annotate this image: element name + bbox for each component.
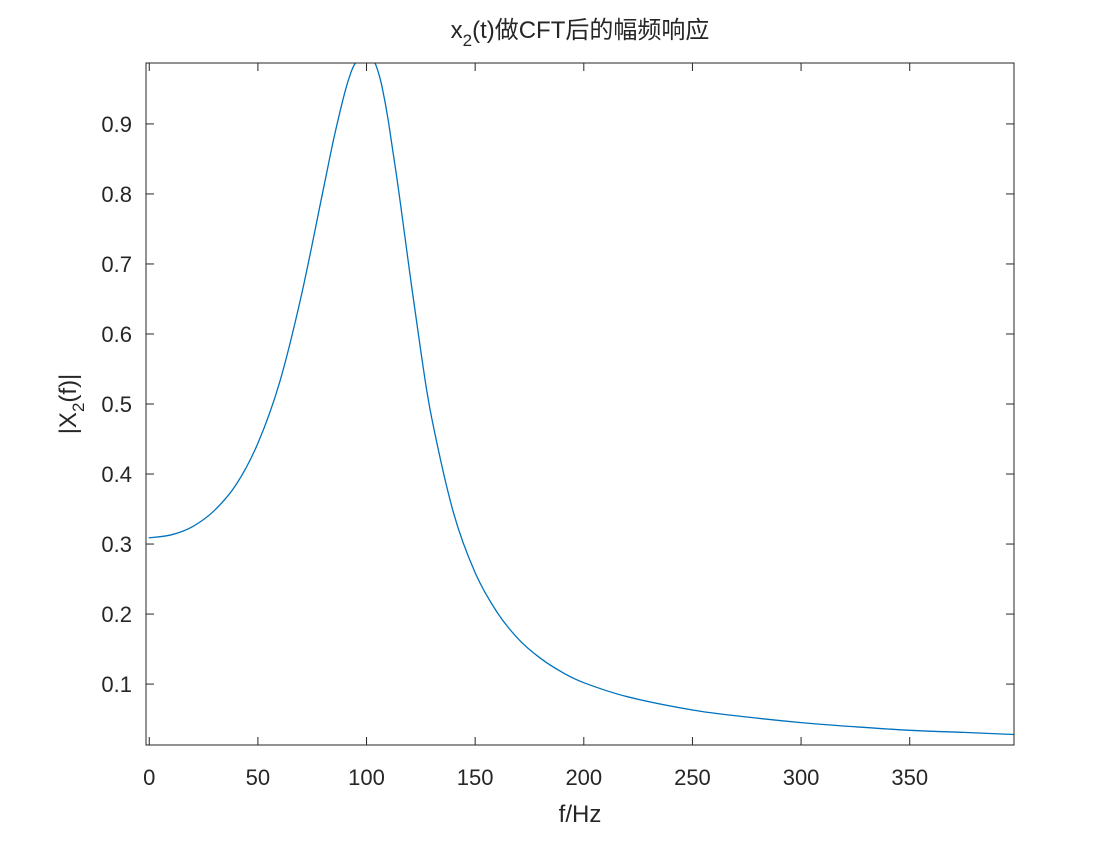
x-tick-label: 150: [457, 765, 494, 790]
y-tick-label: 0.3: [101, 532, 132, 557]
x-axis-label: f/Hz: [559, 801, 602, 828]
chart-title-main: x: [451, 17, 463, 44]
y-tick-label: 0.4: [101, 462, 132, 487]
plot-area: [146, 63, 1014, 745]
x-tick-label: 100: [348, 765, 385, 790]
x-tick-label: 200: [565, 765, 602, 790]
series-line-0: [148, 63, 1014, 736]
axes-box: [145, 62, 1015, 746]
y-tick-label: 0.8: [101, 182, 132, 207]
y-axis-label-main: |X: [55, 412, 82, 434]
chart-title: x2(t)做CFT后的幅频响应: [451, 17, 710, 50]
x-tick-label: 300: [783, 765, 820, 790]
chart-title-subscript: 2: [463, 31, 472, 50]
y-axis-label: |X2(f)|: [55, 374, 88, 435]
y-tick-label: 0.2: [101, 602, 132, 627]
x-tick-label: 350: [891, 765, 928, 790]
x-tick-label: 250: [674, 765, 711, 790]
tick-layer: 0 50 100 150 200 250 300 350 0.1 0.2 0.3 0.4 0.5 0.6 0…: [101, 63, 1014, 790]
y-tick-label: 0.1: [101, 672, 132, 697]
y-tick-label: 0.9: [101, 112, 132, 137]
y-tick-label: 0.7: [101, 252, 132, 277]
y-tick-label: 0.6: [101, 322, 132, 347]
series-layer: [148, 63, 1014, 736]
x-tick-label: 0: [143, 765, 155, 790]
x-tick-label: 50: [246, 765, 270, 790]
y-axis-label-subscript: 2: [69, 403, 88, 412]
y-axis-label-suffix: (f)|: [55, 374, 82, 403]
chart-title-suffix: (t)做CFT后的幅频响应: [472, 17, 709, 44]
y-tick-label: 0.5: [101, 392, 132, 417]
